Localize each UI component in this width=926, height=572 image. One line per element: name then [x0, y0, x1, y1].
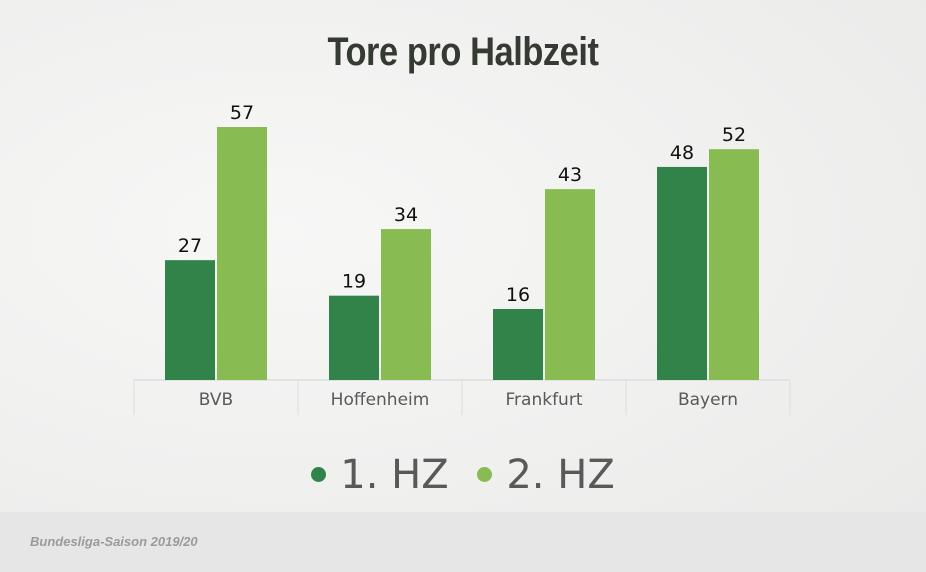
data-label-hoffenheim-series-2: 34 — [394, 204, 418, 226]
data-label-bvb-series-2: 57 — [230, 102, 254, 124]
category-label-hoffenheim: Hoffenheim — [331, 390, 430, 410]
bar-hoffenheim-series-2 — [381, 229, 431, 380]
legend-item-first-half: 1. HZ — [311, 451, 449, 498]
category-label-bayern: Bayern — [678, 390, 738, 410]
data-label-bayern-series-1: 48 — [670, 142, 694, 164]
footer-note: Bundesliga-Saison 2019/20 — [30, 534, 198, 549]
category-label-frankfurt: Frankfurt — [506, 390, 583, 410]
bar-frankfurt-series-2 — [545, 189, 595, 380]
legend-item-second-half: 2. HZ — [477, 451, 615, 498]
data-label-hoffenheim-series-1: 19 — [342, 271, 366, 293]
data-label-bvb-series-1: 27 — [178, 235, 202, 257]
bar-bayern-series-1 — [657, 166, 707, 380]
legend-label-first-half: 1. HZ — [340, 451, 449, 498]
bar-bayern-series-2 — [709, 149, 759, 380]
chart-title: Tore pro Halbzeit — [327, 30, 599, 74]
footer: Bundesliga-Saison 2019/20 — [0, 512, 926, 572]
data-label-frankfurt-series-1: 16 — [506, 284, 530, 306]
data-label-frankfurt-series-2: 43 — [558, 164, 582, 186]
data-label-bayern-series-2: 52 — [722, 124, 746, 146]
legend-label-second-half: 2. HZ — [506, 451, 615, 498]
bar-bvb-series-2 — [217, 127, 267, 380]
bar-frankfurt-series-1 — [493, 308, 543, 380]
legend-dot-first-half — [311, 467, 327, 482]
bar-bvb-series-1 — [165, 260, 215, 380]
bar-hoffenheim-series-1 — [329, 295, 379, 380]
legend: 1. HZ 2. HZ — [0, 446, 926, 498]
category-label-bvb: BVB — [199, 390, 233, 410]
legend-dot-second-half — [477, 467, 493, 482]
